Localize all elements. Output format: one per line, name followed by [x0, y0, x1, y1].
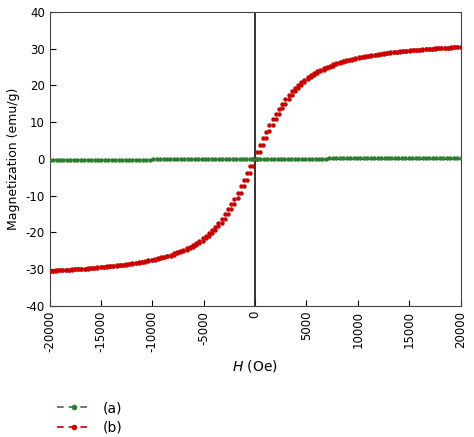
Legend: (a), (b): (a), (b) — [56, 401, 122, 434]
Y-axis label: Magnetization (emu/g): Magnetization (emu/g) — [7, 88, 20, 230]
X-axis label: $H$ (Oe): $H$ (Oe) — [232, 358, 278, 374]
